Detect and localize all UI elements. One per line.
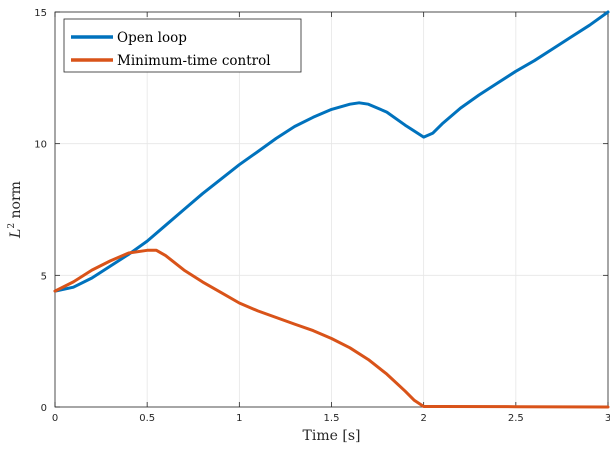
y-tick-label: 10	[34, 140, 47, 151]
data-series	[53, 10, 610, 409]
x-tick-label: 2	[420, 413, 426, 424]
axis-ticks: 0 0.5 1 1.5 2 2.5 3 0 5 10 15	[34, 8, 610, 424]
x-tick-label: 2.5	[508, 413, 524, 424]
y-tick-label: 15	[34, 8, 47, 19]
series-line-open-loop	[53, 10, 610, 293]
x-axis-label: Time [s]	[303, 428, 361, 444]
x-tick-label: 0	[52, 413, 58, 424]
legend: Open loop Minimum-time control	[63, 18, 302, 73]
y-tick-label: 0	[41, 403, 47, 414]
legend-box	[63, 18, 302, 73]
y-axis-label: L2 norm	[7, 181, 24, 239]
y-axis-label-rest: norm	[8, 181, 24, 223]
x-tick-label: 3	[605, 413, 610, 424]
series-line-minimum-time-control	[53, 248, 610, 409]
y-tick-label: 5	[41, 271, 47, 282]
x-tick-label: 1	[236, 413, 242, 424]
legend-label-open-loop: Open loop	[117, 30, 187, 46]
x-tick-label: 0.5	[139, 413, 155, 424]
x-tick-label: 1.5	[324, 413, 340, 424]
legend-label-minimum-time-control: Minimum-time control	[117, 53, 271, 69]
y-axis-label-main: L	[8, 229, 24, 239]
y-axis-label-superscript: 2	[7, 223, 17, 229]
